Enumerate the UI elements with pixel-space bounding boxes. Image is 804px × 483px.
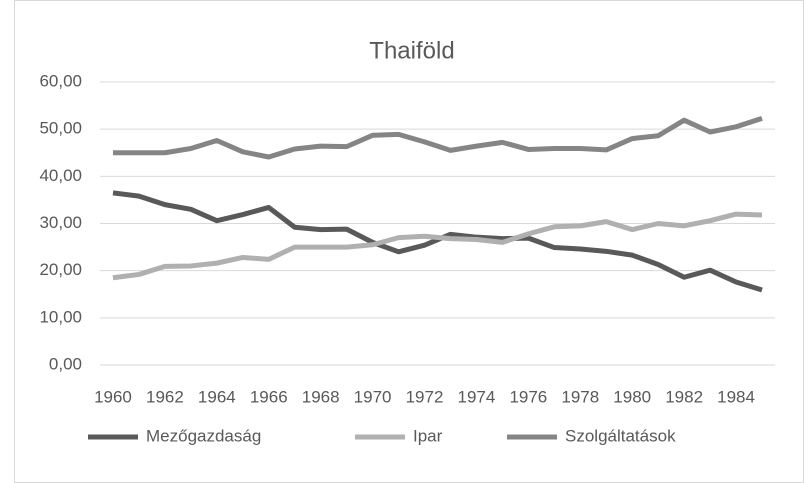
legend-label: Mezőgazdaság: [146, 426, 261, 445]
x-tick-label: 1980: [613, 387, 651, 406]
y-tick-label: 0,00: [49, 354, 82, 373]
y-tick-label: 10,00: [39, 307, 82, 326]
legend-label: Szolgáltatások: [565, 426, 676, 445]
y-tick-label: 30,00: [39, 213, 82, 232]
legend-label: Ipar: [413, 426, 443, 445]
series-line: [112, 115, 763, 160]
x-tick-label: 1968: [302, 387, 340, 406]
series-line: [112, 211, 763, 281]
chart-title: Thaiföld: [369, 37, 454, 64]
x-tick-label: 1974: [458, 387, 496, 406]
y-tick-label: 60,00: [39, 71, 82, 90]
x-tick-label: 1984: [717, 387, 755, 406]
y-tick-label: 20,00: [39, 260, 82, 279]
x-tick-label: 1966: [250, 387, 288, 406]
y-tick-label: 50,00: [39, 119, 82, 138]
x-tick-label: 1970: [354, 387, 392, 406]
x-tick-label: 1960: [94, 387, 132, 406]
x-tick-label: 1976: [509, 387, 547, 406]
y-tick-label: 40,00: [39, 166, 82, 185]
chart-frame: [14, 0, 804, 483]
x-tick-label: 1962: [146, 387, 184, 406]
x-tick-label: 1972: [406, 387, 444, 406]
x-tick-label: 1964: [198, 387, 236, 406]
x-tick-label: 1978: [561, 387, 599, 406]
x-tick-label: 1982: [665, 387, 703, 406]
